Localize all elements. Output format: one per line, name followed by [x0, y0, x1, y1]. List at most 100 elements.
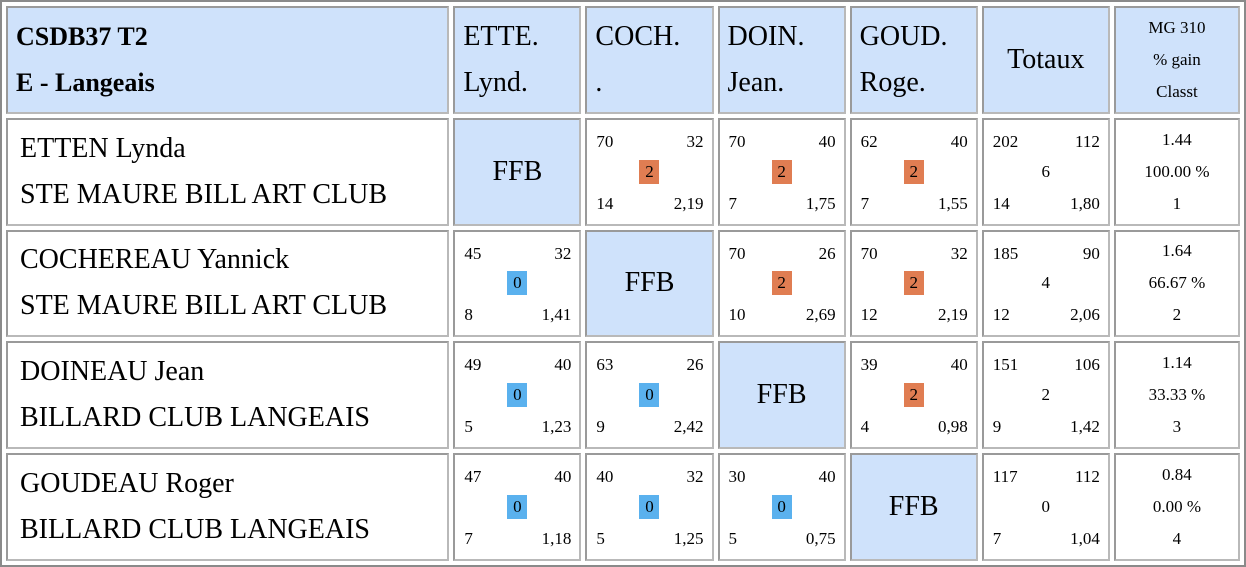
- gain-percent: 100.00 %: [1144, 161, 1210, 181]
- innings-count: 12: [860, 305, 878, 325]
- match-result-cell: 30 40 0 5 0,75: [717, 453, 846, 561]
- rank: 2: [1172, 305, 1182, 325]
- target-distance: 40: [818, 131, 836, 151]
- match-points-badge: 0: [507, 271, 528, 296]
- player-name-cell: DOINEAU Jean BILLARD CLUB LANGEAIS: [6, 341, 450, 450]
- match-result-cell: 49 40 0 5 1,23: [453, 341, 582, 450]
- points-scored: 117: [992, 467, 1018, 487]
- average-value: 1,55: [938, 193, 968, 213]
- points-scored: 70: [728, 131, 746, 151]
- target-distance: 40: [950, 355, 968, 375]
- match-points-badge: 0: [507, 495, 528, 520]
- self-match-cell: FFB: [585, 229, 714, 338]
- header-row: CSDB37 T2 E - Langeais ETTE. Lynd. COCH.…: [6, 6, 1240, 114]
- points-scored: 40: [596, 467, 614, 487]
- column-header-line2: Lynd.: [463, 66, 528, 98]
- target-distance: 26: [686, 355, 704, 375]
- average-value: 2,42: [673, 417, 704, 437]
- average-value: 0,98: [938, 417, 968, 437]
- mg-value: 1.14: [1162, 353, 1192, 373]
- column-header-player-2: COCH. .: [585, 6, 714, 114]
- tournament-title-line2: E - Langeais: [16, 67, 155, 97]
- match-result-cell: 39 40 2 4 0,98: [849, 341, 978, 450]
- average-value: 1,75: [805, 193, 836, 213]
- average-value: 1,23: [541, 417, 572, 437]
- player-name: DOINEAU Jean: [20, 356, 205, 388]
- totals-cell: 151 106 2 9 1,42: [981, 341, 1110, 450]
- mg-header: MG 310 % gain Classt: [1113, 6, 1240, 114]
- average-value: 2,19: [938, 305, 968, 325]
- target-distance: 106: [1074, 355, 1100, 375]
- mg-header-line3: Classt: [1156, 81, 1198, 101]
- target-distance: 40: [554, 467, 572, 487]
- average-value: 1,18: [541, 529, 572, 548]
- column-header-line2: Roge.: [859, 66, 926, 98]
- match-result-cell: 70 26 2 10 2,69: [717, 229, 846, 338]
- tournament-title: CSDB37 T2 E - Langeais: [6, 6, 450, 114]
- target-distance: 40: [554, 355, 572, 375]
- player-name-cell: COCHEREAU Yannick STE MAURE BILL ART CLUB: [6, 229, 450, 338]
- points-scored: 70: [860, 243, 878, 263]
- points-scored: 45: [464, 243, 482, 263]
- innings-count: 9: [596, 417, 605, 437]
- innings-count: 7: [860, 193, 870, 213]
- target-distance: 90: [1082, 243, 1100, 263]
- points-scored: 62: [860, 131, 878, 151]
- innings-count: 7: [728, 193, 738, 213]
- points-scored: 47: [464, 467, 482, 487]
- target-distance: 40: [950, 131, 968, 151]
- match-points-badge: 4: [1041, 273, 1051, 293]
- mg-header-line2: % gain: [1153, 49, 1201, 69]
- player-name-cell: GOUDEAU Roger BILLARD CLUB LANGEAIS: [6, 453, 450, 561]
- match-result-cell: 70 32 2 12 2,19: [849, 229, 978, 338]
- innings-count: 9: [992, 417, 1002, 437]
- mg-value: 1.64: [1162, 241, 1192, 261]
- match-points-badge: 2: [639, 159, 660, 184]
- totals-header: Totaux: [981, 6, 1110, 114]
- match-points-badge: 2: [771, 271, 792, 296]
- rank: 4: [1172, 529, 1182, 549]
- innings-count: 10: [728, 305, 746, 325]
- innings-count: 5: [728, 529, 738, 548]
- points-scored: 185: [992, 243, 1019, 263]
- innings-count: 7: [992, 529, 1002, 548]
- points-scored: 39: [860, 355, 878, 375]
- target-distance: 26: [818, 243, 836, 263]
- target-distance: 32: [686, 131, 704, 151]
- average-value: 1,41: [541, 305, 572, 325]
- column-header-line1: COCH.: [595, 20, 681, 52]
- match-points-badge: 2: [903, 159, 924, 184]
- average-value: 0,75: [805, 529, 836, 548]
- self-match-cell: FFB: [453, 117, 582, 226]
- table-row: GOUDEAU Roger BILLARD CLUB LANGEAIS 47 40 0 7…: [6, 453, 1240, 561]
- innings-count: 5: [596, 529, 605, 548]
- average-value: 2,06: [1070, 305, 1100, 325]
- rank: 1: [1172, 193, 1182, 213]
- points-scored: 151: [992, 355, 1019, 375]
- player-club: BILLARD CLUB LANGEAIS: [20, 514, 370, 546]
- average-value: 1,25: [673, 529, 704, 548]
- match-result-cell: 63 26 0 9 2,42: [585, 341, 714, 450]
- gain-percent: 33.33 %: [1148, 385, 1206, 405]
- player-club: STE MAURE BILL ART CLUB: [20, 290, 388, 322]
- innings-count: 8: [464, 305, 473, 325]
- match-result-cell: 40 32 0 5 1,25: [585, 453, 714, 561]
- innings-count: 5: [464, 417, 473, 437]
- column-header-line2: Jean.: [727, 66, 785, 98]
- innings-count: 14: [596, 193, 614, 213]
- target-distance: 32: [554, 243, 572, 263]
- column-header-player-4: GOUD. Roge.: [849, 6, 978, 114]
- target-distance: 112: [1074, 467, 1100, 487]
- player-name: ETTEN Lynda: [20, 132, 186, 164]
- table-row: DOINEAU Jean BILLARD CLUB LANGEAIS 49 40 0 5 1…: [6, 341, 1240, 450]
- average-value: 2,69: [805, 305, 836, 325]
- match-points-badge: 0: [1041, 497, 1051, 517]
- average-value: 1,04: [1070, 529, 1100, 548]
- player-name: COCHEREAU Yannick: [20, 244, 290, 276]
- rank: 3: [1172, 417, 1182, 437]
- mg-cell: 1.44 100.00 % 1: [1113, 117, 1240, 226]
- column-header-line1: ETTE.: [463, 20, 539, 52]
- average-value: 2,19: [673, 193, 704, 213]
- innings-count: 14: [992, 193, 1010, 213]
- innings-count: 7: [464, 529, 473, 548]
